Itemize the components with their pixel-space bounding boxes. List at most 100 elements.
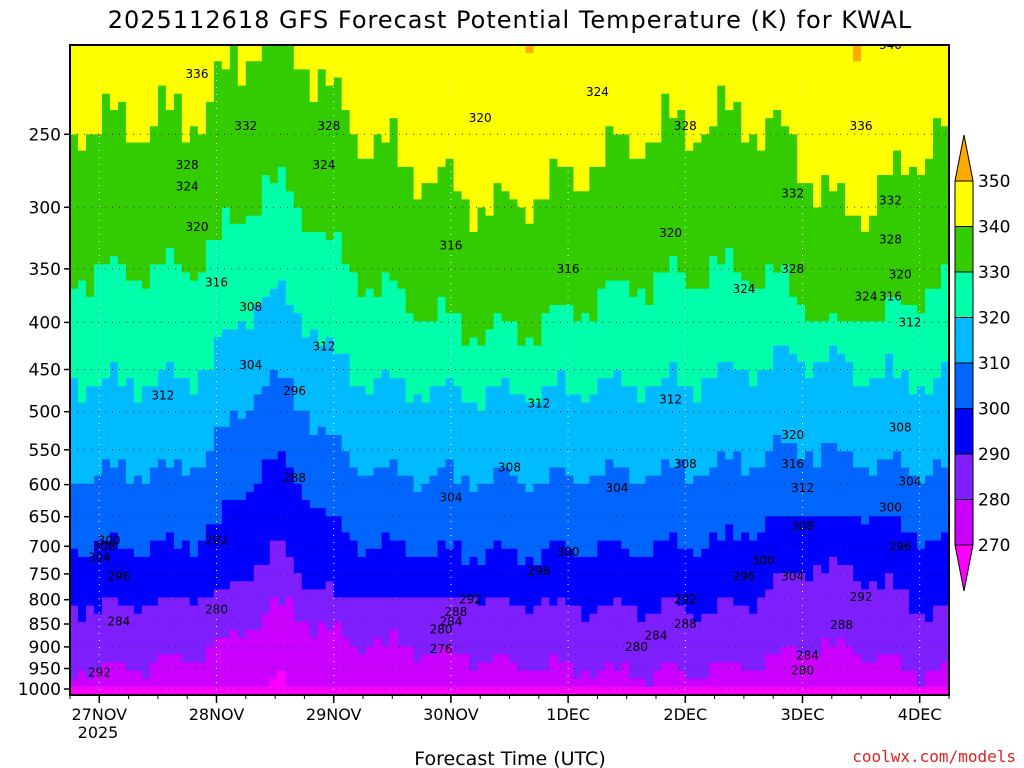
- contour-fill-cell: [237, 540, 247, 550]
- contour-fill-cell: [285, 101, 295, 111]
- contour-fill-cell: [237, 280, 247, 290]
- contour-fill-cell: [229, 77, 239, 87]
- contour-fill-cell: [517, 638, 527, 647]
- contour-fill-cell: [229, 345, 239, 355]
- contour-fill-cell: [549, 93, 559, 103]
- contour-fill-cell: [261, 451, 271, 460]
- contour-fill-cell: [277, 524, 287, 534]
- contour-fill-cell: [77, 150, 87, 160]
- contour-fill-cell: [525, 345, 535, 355]
- contour-fill-cell: [70, 605, 79, 615]
- contour-fill-cell: [70, 662, 79, 672]
- contour-fill-cell: [381, 93, 391, 103]
- contour-fill-cell: [381, 256, 391, 265]
- contour-fill-cell: [453, 175, 463, 184]
- contour-fill-cell: [341, 418, 351, 428]
- contour-fill-cell: [429, 280, 439, 290]
- contour-fill-cell: [477, 589, 487, 599]
- contour-fill-cell: [237, 581, 247, 590]
- contour-fill-cell: [461, 426, 471, 436]
- contour-fill-cell: [405, 418, 415, 428]
- contour-fill-cell: [413, 613, 423, 623]
- contour-fill-cell: [469, 483, 479, 493]
- contour-fill-cell: [445, 240, 455, 249]
- contour-fill-cell: [501, 142, 511, 152]
- contour-fill-cell: [109, 329, 119, 339]
- contour-fill-cell: [245, 110, 255, 119]
- contour-fill-cell: [525, 264, 535, 274]
- contour-fill-cell: [189, 183, 199, 192]
- contour-fill-cell: [445, 491, 455, 501]
- contour-fill-cell: [293, 134, 303, 144]
- contour-fill-cell: [469, 556, 479, 566]
- contour-fill-cell: [229, 126, 239, 135]
- contour-fill-cell: [261, 256, 271, 265]
- contour-fill-cell: [285, 158, 295, 168]
- contour-fill-cell: [549, 142, 559, 152]
- contour-fill-cell: [205, 199, 215, 209]
- contour-fill-cell: [141, 646, 151, 655]
- contour-fill-cell: [245, 215, 255, 225]
- contour-fill-cell: [181, 565, 191, 574]
- contour-fill-cell: [133, 280, 143, 290]
- contour-fill-cell: [133, 540, 143, 550]
- contour-fill-cell: [77, 581, 87, 590]
- contour-fill-cell: [501, 101, 511, 111]
- contour-fill-cell: [229, 516, 239, 525]
- contour-fill-cell: [213, 142, 223, 152]
- contour-fill-cell: [445, 394, 455, 404]
- contour-fill-cell: [77, 646, 87, 655]
- contour-fill-cell: [205, 394, 215, 404]
- contour-fill-cell: [229, 500, 239, 509]
- contour-fill-cell: [357, 353, 367, 363]
- contour-fill-cell: [245, 288, 255, 298]
- contour-fill-cell: [525, 69, 535, 79]
- contour-fill-cell: [117, 207, 127, 217]
- contour-fill-cell: [293, 231, 303, 241]
- contour-fill-cell: [77, 215, 87, 225]
- contour-fill-cell: [549, 45, 559, 54]
- contour-fill-cell: [405, 556, 415, 566]
- contour-fill-cell: [413, 142, 423, 152]
- contour-fill-cell: [405, 443, 415, 452]
- contour-fill-cell: [245, 597, 255, 607]
- contour-fill-cell: [181, 426, 191, 436]
- contour-fill-cell: [70, 524, 79, 534]
- contour-fill-cell: [517, 646, 527, 655]
- contour-fill-cell: [389, 353, 399, 363]
- contour-fill-cell: [141, 556, 151, 566]
- contour-fill-cell: [229, 378, 239, 387]
- contour-fill-cell: [141, 296, 151, 306]
- contour-fill-cell: [229, 370, 239, 379]
- contour-fill-cell: [309, 85, 319, 95]
- contour-fill-cell: [93, 532, 103, 542]
- contour-fill-cell: [269, 248, 279, 257]
- contour-fill-cell: [109, 467, 119, 477]
- contour-fill-cell: [70, 516, 79, 525]
- contour-fill-cell: [237, 77, 247, 87]
- contour-fill-cell: [525, 175, 535, 184]
- contour-fill-cell: [197, 110, 207, 119]
- contour-fill-cell: [525, 443, 535, 452]
- contour-fill-cell: [437, 231, 447, 241]
- contour-fill-cell: [549, 491, 559, 501]
- contour-fill-cell: [85, 183, 95, 192]
- contour-fill-cell: [557, 69, 567, 79]
- contour-fill-cell: [197, 548, 207, 558]
- contour-fill-cell: [93, 85, 103, 95]
- contour-fill-cell: [445, 231, 455, 241]
- contour-fill-cell: [293, 475, 303, 485]
- contour-fill-cell: [141, 345, 151, 355]
- contour-fill-cell: [213, 435, 223, 444]
- contour-fill-cell: [213, 459, 223, 469]
- contour-fill-cell: [197, 199, 207, 209]
- contour-fill-cell: [333, 540, 343, 550]
- contour-fill-cell: [205, 491, 215, 501]
- contour-fill-cell: [437, 467, 447, 477]
- contour-fill-cell: [101, 69, 111, 79]
- contour-fill-cell: [149, 207, 159, 217]
- contour-fill-cell: [517, 288, 527, 298]
- contour-fill-cell: [269, 223, 279, 233]
- contour-fill-cell: [413, 361, 423, 371]
- contour-fill-cell: [285, 418, 295, 428]
